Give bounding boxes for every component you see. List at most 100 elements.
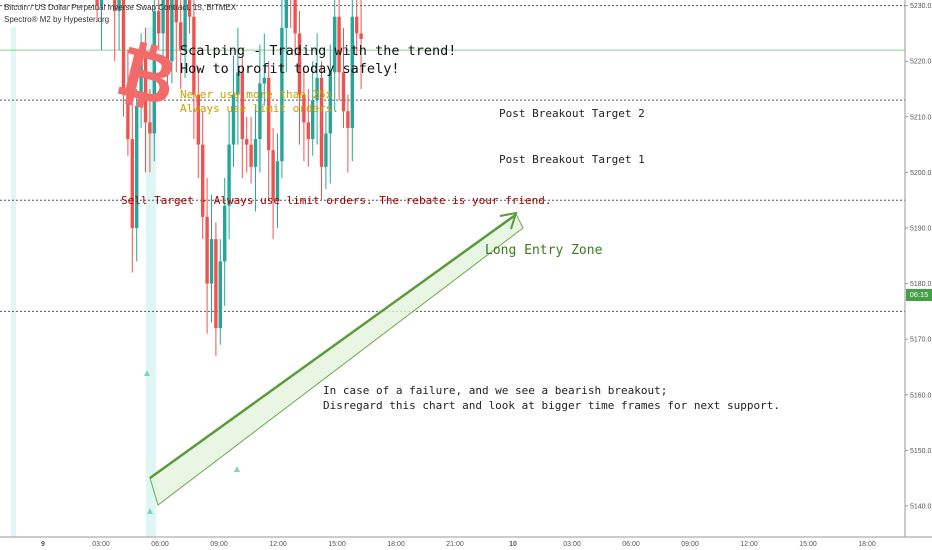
candle-body[interactable] (218, 261, 222, 329)
price-tick-label: 5230.0 (910, 3, 932, 10)
long-entry-zone-label: Long Entry Zone (485, 243, 603, 258)
time-tick-label: 06:00 (151, 541, 169, 548)
candle-body[interactable] (170, 0, 174, 62)
time-tick-label: 9 (41, 541, 45, 548)
indicator-title[interactable]: Spectro® M2 by Hypester.org (4, 15, 110, 24)
candle-body[interactable] (174, 0, 178, 23)
candle-body[interactable] (165, 0, 170, 62)
price-axis: 5140.0 5150.0 5160.0 5170.0 5180.0 5190.0 5200… (904, 0, 932, 537)
candle-body[interactable] (280, 27, 284, 162)
candle-body[interactable] (179, 22, 183, 51)
candle-body[interactable] (214, 239, 218, 329)
candle-body[interactable] (143, 55, 148, 123)
candle-body[interactable] (306, 122, 310, 140)
target-1-label: Post Breakout Target 1 (499, 153, 645, 166)
headline-line-2: How to profit today safely! (180, 61, 400, 77)
time-axis: 9 03:00 06:00 09:00 12:00 15:00 18:00 21:00 10 03… (0, 536, 932, 550)
candle-body[interactable] (245, 139, 249, 145)
candle-body[interactable] (258, 83, 262, 140)
price-tick-label: 5190.0 (910, 226, 932, 233)
current-price-tag: 06:15 (906, 289, 932, 301)
candle-body[interactable] (117, 0, 121, 12)
candle-body[interactable] (192, 16, 196, 95)
candle-body[interactable] (130, 139, 134, 228)
candle-body[interactable] (359, 33, 363, 39)
candle-body[interactable] (157, 11, 161, 34)
session-band (11, 27, 16, 537)
candle-body[interactable] (187, 0, 192, 17)
candle-body[interactable] (152, 11, 156, 134)
candle-body[interactable] (319, 77, 324, 167)
candle-body[interactable] (196, 94, 200, 145)
time-tick-label: 12:00 (740, 541, 758, 548)
candle-body[interactable] (99, 0, 104, 6)
candle-body[interactable] (95, 0, 99, 6)
time-tick-label: 21:00 (446, 541, 464, 548)
time-tick-label: 15:00 (328, 541, 346, 548)
target-2-label: Post Breakout Target 2 (499, 107, 645, 120)
candle-body[interactable] (126, 89, 130, 140)
candle-body[interactable] (121, 0, 126, 90)
price-tick-label: 5200.0 (910, 170, 932, 177)
signal-markers (144, 370, 240, 514)
candle-body[interactable] (346, 111, 350, 128)
candle-body[interactable] (271, 150, 275, 201)
candle-body[interactable] (161, 0, 165, 34)
candle-body[interactable] (284, 0, 288, 28)
signal-marker-icon (144, 370, 150, 376)
candle-body[interactable] (113, 0, 117, 12)
candle-body[interactable] (227, 144, 231, 206)
time-tick-label: 09:00 (681, 541, 699, 548)
session-band (146, 27, 156, 537)
time-tick-label: 09:00 (210, 541, 228, 548)
candle-body[interactable] (297, 33, 302, 95)
candle-body[interactable] (302, 94, 306, 123)
candle-body[interactable] (333, 16, 337, 73)
price-tick-label: 5210.0 (910, 114, 932, 121)
candle-body[interactable] (341, 72, 346, 112)
candle-body[interactable] (275, 161, 280, 201)
candle-body[interactable] (337, 16, 341, 73)
candle-body[interactable] (209, 239, 214, 284)
candle-body[interactable] (231, 94, 236, 145)
headline-text: Scalping - Trading with the trend! How t… (180, 42, 456, 78)
session-highlight-bands (11, 27, 156, 537)
bitcoin-glyph: ₿ (109, 29, 184, 122)
candle-body[interactable] (205, 216, 209, 284)
candle-body[interactable] (183, 0, 187, 51)
time-tick-label: 12:00 (269, 541, 287, 548)
horizontal-levels (0, 5, 905, 312)
candle-body[interactable] (249, 144, 253, 167)
warning-line-1: Never use more than 25x (180, 88, 333, 101)
candle-body[interactable] (262, 77, 266, 84)
warning-text: Never use more than 25x Always use limit… (180, 88, 339, 116)
candle-body[interactable] (328, 72, 332, 134)
price-axis-bg (905, 0, 932, 537)
candle-body[interactable] (236, 72, 240, 95)
candle-body[interactable] (148, 122, 152, 134)
time-tick-label: 03:00 (92, 541, 110, 548)
warning-line-2: Always use limit orders. (180, 102, 339, 115)
candle-body[interactable] (350, 16, 354, 128)
sell-target-label: Sell Target - Always use limit orders. T… (121, 194, 552, 207)
price-tick-label: 5140.0 (910, 504, 932, 511)
candle-body[interactable] (324, 133, 328, 167)
price-tick-label: 5170.0 (910, 337, 932, 344)
candle-body[interactable] (135, 105, 139, 228)
candlesticks (95, 0, 363, 356)
candle-body[interactable] (253, 139, 258, 167)
candle-body[interactable] (201, 144, 205, 217)
candle-body[interactable] (315, 77, 319, 101)
time-tick-label: 18:00 (387, 541, 405, 548)
candle-body[interactable] (267, 77, 271, 151)
candle-body[interactable] (311, 100, 315, 140)
candle-body[interactable] (139, 55, 143, 106)
time-tick-label: 10 (509, 541, 517, 548)
candle-body[interactable] (223, 205, 227, 262)
candle-body[interactable] (240, 72, 244, 140)
candle-body[interactable] (293, 0, 297, 34)
long-entry-channel (149, 211, 524, 506)
candle-body[interactable] (355, 16, 359, 34)
price-tick-label: 5180.0 (910, 281, 932, 288)
